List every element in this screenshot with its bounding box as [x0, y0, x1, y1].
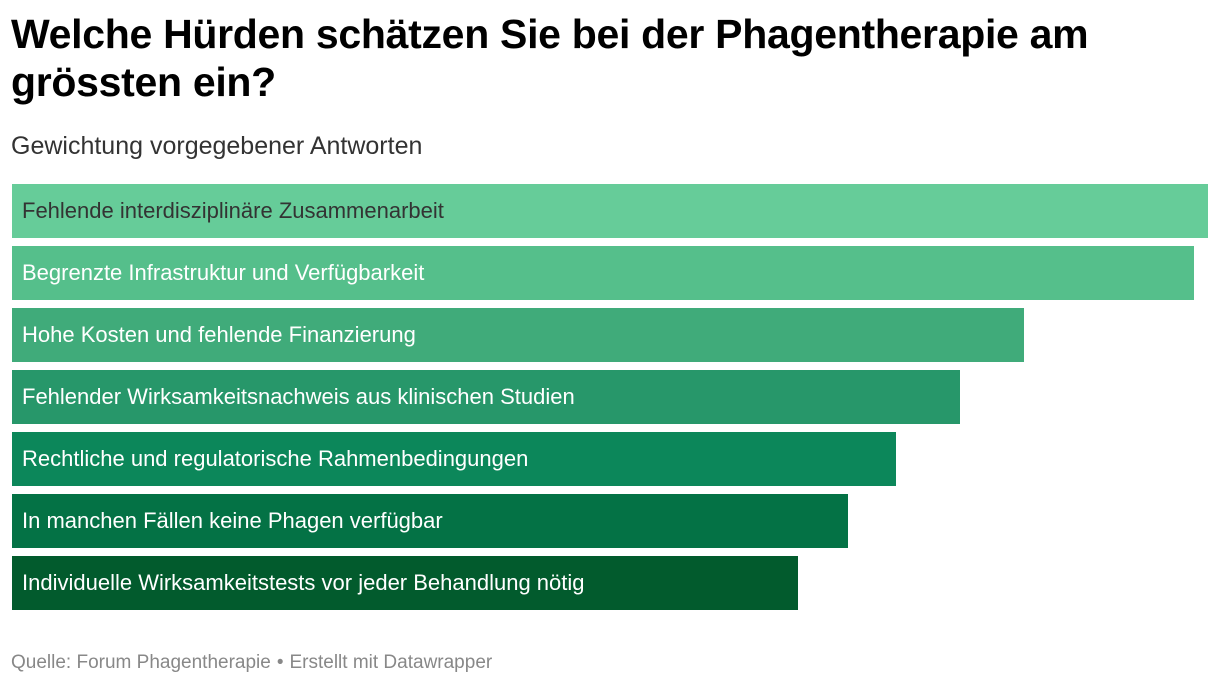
source-label: Quelle: Forum Phagentherapie	[11, 652, 271, 673]
chart-subtitle: Gewichtung vorgegebener Antworten	[11, 132, 423, 160]
bar-row: Hohe Kosten und fehlende Finanzierung	[12, 308, 1208, 362]
bar	[12, 556, 798, 610]
bar	[12, 184, 1208, 238]
bar	[12, 308, 1024, 362]
bar-row: In manchen Fällen keine Phagen verfügbar	[12, 494, 1208, 548]
bar	[12, 370, 960, 424]
bar-label: Fehlende interdisziplinäre Zusammenarbei…	[22, 198, 444, 223]
bar-row: Rechtliche und regulatorische Rahmenbedi…	[12, 432, 1208, 486]
bar-row: Fehlende interdisziplinäre Zusammenarbei…	[12, 184, 1208, 238]
bar	[12, 432, 896, 486]
credit-label: Erstellt mit Datawrapper	[289, 652, 493, 673]
bar-label: Individuelle Wirksamkeitstests vor jeder…	[22, 570, 585, 595]
bar-chart: Fehlende interdisziplinäre Zusammenarbei…	[12, 184, 1208, 610]
bar-label: Fehlender Wirksamkeitsnachweis aus klini…	[22, 384, 575, 409]
footer-separator: •	[276, 652, 284, 673]
bar-label: Rechtliche und regulatorische Rahmenbedi…	[22, 446, 529, 471]
bar-row: Individuelle Wirksamkeitstests vor jeder…	[12, 556, 1208, 610]
bar-label: Hohe Kosten und fehlende Finanzierung	[22, 322, 416, 347]
bar-label: In manchen Fällen keine Phagen verfügbar	[22, 508, 443, 533]
bar	[12, 494, 848, 548]
chart-footer: Quelle: Forum Phagentherapie • Erstellt mi…	[11, 650, 492, 676]
bar	[12, 246, 1194, 300]
chart-title: Welche Hürden schätzen Sie bei der Phage…	[11, 11, 1089, 105]
bar-row: Fehlender Wirksamkeitsnachweis aus klini…	[12, 370, 1208, 424]
bar-row: Begrenzte Infrastruktur und Verfügbarkei…	[12, 246, 1208, 300]
bar-label: Begrenzte Infrastruktur und Verfügbarkei…	[22, 260, 425, 285]
